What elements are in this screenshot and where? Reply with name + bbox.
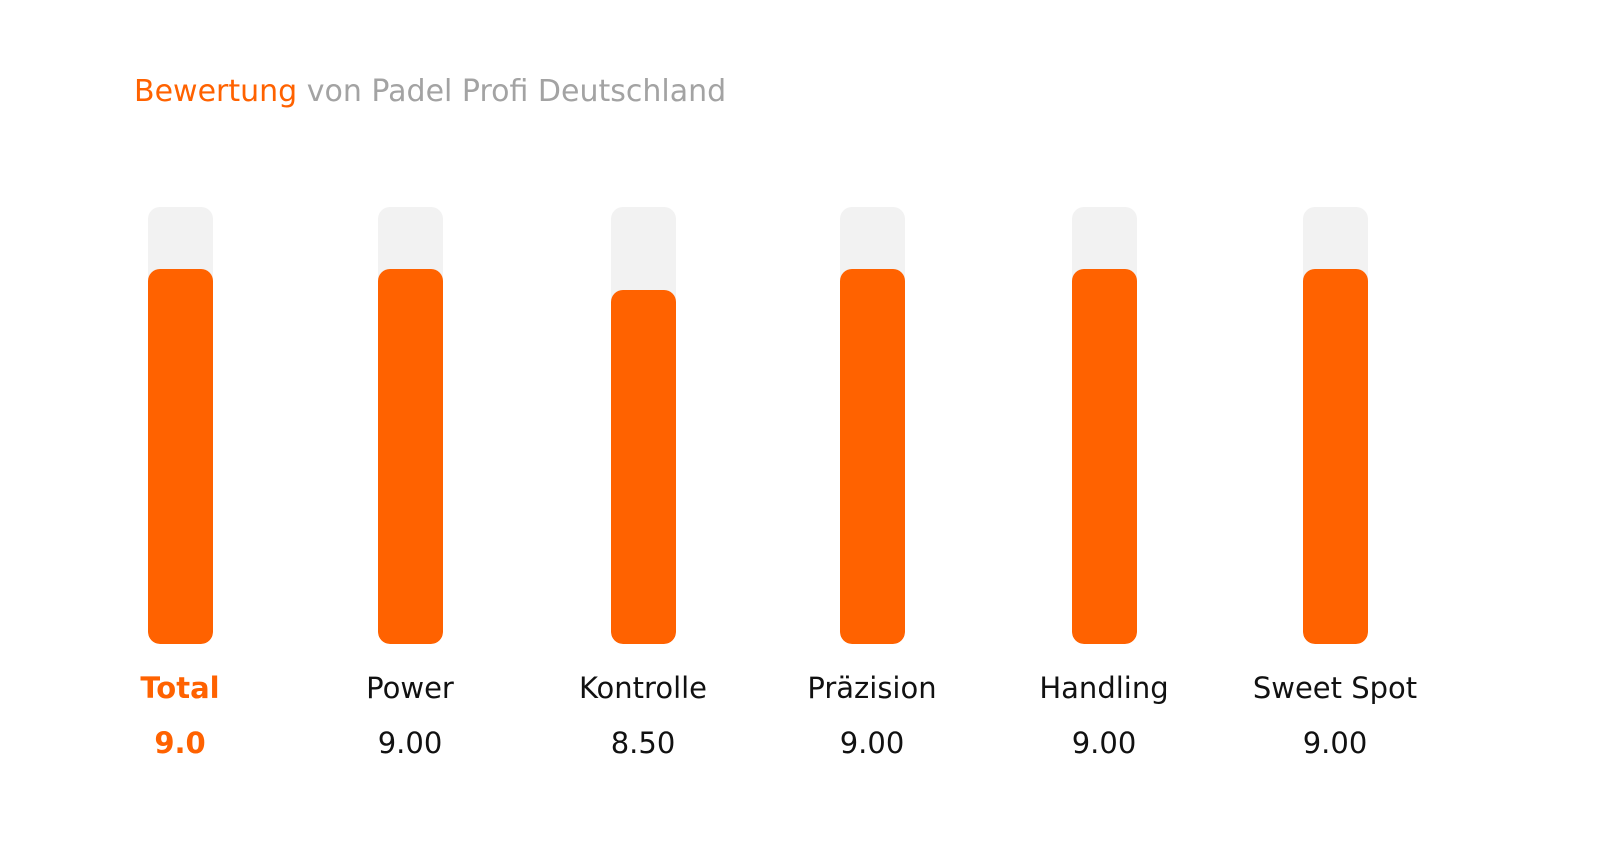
bar-track [840, 207, 905, 644]
bar-category-label: Total [140, 671, 220, 705]
bar-value-label: 9.00 [1071, 726, 1137, 760]
bar-track [378, 207, 443, 644]
bar-column-sweet-spot: Sweet Spot 9.00 [1215, 0, 1455, 844]
bar-fill [148, 269, 213, 644]
bar-value-label: 9.00 [1302, 726, 1368, 760]
bar-track [148, 207, 213, 644]
bar-track [1072, 207, 1137, 644]
bar-value-label: 9.0 [154, 726, 206, 760]
bar-value-label: 9.00 [839, 726, 905, 760]
bar-fill [840, 269, 905, 644]
bar-category-label: Power [366, 671, 454, 705]
bar-value-label: 9.00 [377, 726, 443, 760]
bar-fill [611, 290, 676, 644]
bar-column-handling: Handling 9.00 [984, 0, 1224, 844]
bar-track [611, 207, 676, 644]
bar-category-label: Präzision [807, 671, 937, 705]
bar-category-label: Handling [1039, 671, 1169, 705]
bar-fill [378, 269, 443, 644]
chart-title-accent: Bewertung [134, 74, 298, 109]
bar-column-präzision: Präzision 9.00 [752, 0, 992, 844]
chart-title-rest: von Padel Profi Deutschland [306, 74, 727, 109]
bar-column-kontrolle: Kontrolle 8.50 [523, 0, 763, 844]
chart-title: Bewertung von Padel Profi Deutschland [134, 70, 726, 114]
bar-category-label: Sweet Spot [1252, 671, 1418, 705]
bar-track [1303, 207, 1368, 644]
bar-column-total: Total 9.0 [60, 0, 300, 844]
bar-value-label: 8.50 [610, 726, 676, 760]
bar-column-power: Power 9.00 [290, 0, 530, 844]
bar-fill [1072, 269, 1137, 644]
bar-fill [1303, 269, 1368, 644]
bar-category-label: Kontrolle [578, 671, 708, 705]
